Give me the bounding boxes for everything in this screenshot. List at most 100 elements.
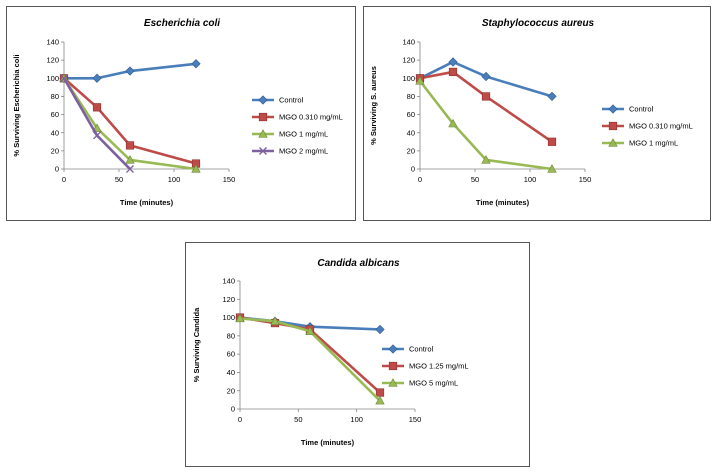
y-tick-label: 80: [227, 331, 235, 340]
data-point-series-3: [481, 155, 491, 164]
data-point-series-3: [375, 395, 385, 405]
y-tick-label: 120: [46, 56, 59, 65]
y-tick-label: 80: [407, 92, 415, 101]
data-point-series-3: [547, 164, 557, 173]
y-tick-label: 100: [402, 74, 415, 83]
legend-label-2: MGO 0.310 mg/mL: [279, 113, 343, 122]
chart-title: Candida albicans: [317, 258, 400, 269]
chart-title: Escherichia coli: [144, 18, 220, 29]
series-line-3: [62, 77, 197, 171]
x-tick-label: 100: [168, 175, 181, 184]
legend-label-2: MGO 0.310 mg/mL: [629, 122, 693, 131]
legend-label-2: MGO 1.25 mg/mL: [409, 362, 469, 371]
y-axis-label: % Surviving S. aureus: [369, 66, 378, 145]
data-point-series-1: [481, 71, 491, 82]
data-point-series-3: [415, 76, 425, 85]
x-tick-label: 150: [409, 415, 422, 424]
chart-panel-candida: Candida albicans 0 20 40 60 80 100 120 140 0 50 100…: [185, 242, 530, 467]
chart-svg-ecoli: Escherichia coli 0 20 40 60 80 100 120 140 0 50 100…: [12, 18, 343, 207]
series-line-3: [239, 317, 381, 402]
y-tick-label: 120: [402, 56, 415, 65]
data-point-series-2: [481, 92, 491, 101]
data-point-series-3: [448, 118, 458, 128]
data-point-series-2: [375, 388, 385, 397]
y-tick-label: 40: [407, 128, 415, 137]
chart-panel-saureus: Staphylococcus aureus 0 20 40 60 80 100 120 140 0…: [363, 6, 711, 221]
y-tick-label: 0: [55, 165, 59, 174]
y-tick-label: 120: [222, 295, 235, 304]
y-tick-label: 0: [411, 165, 415, 174]
data-point-series-1: [92, 73, 102, 83]
chart-svg-candida: Candida albicans 0 20 40 60 80 100 120 140 0 50 100…: [192, 258, 469, 447]
y-tick-label: 20: [407, 146, 415, 155]
data-point-series-1: [125, 66, 135, 76]
data-point-series-3: [125, 155, 135, 164]
series-line-1: [419, 60, 553, 98]
legend-marker-4: [259, 147, 267, 155]
x-tick-label: 50: [294, 415, 302, 424]
data-point-series-3: [235, 313, 245, 323]
data-point-series-3: [270, 316, 280, 325]
data-point-series-2: [125, 141, 135, 150]
x-tick-label: 50: [115, 175, 123, 184]
x-tick-label: 100: [524, 175, 537, 184]
x-tick-label: 50: [471, 175, 479, 184]
chart-title: Staphylococcus aureus: [482, 18, 595, 29]
legend-label-1: Control: [279, 96, 304, 105]
legend-label-4: MGO 2 mg/mL: [279, 147, 328, 156]
legend-label-3: MGO 1 mg/mL: [279, 130, 328, 139]
series-line-1: [64, 62, 197, 80]
legend-marker-1: [608, 104, 618, 114]
legend-label-3: MGO 1 mg/mL: [629, 139, 678, 148]
data-point-series-2: [547, 137, 557, 146]
y-tick-label: 0: [231, 405, 235, 414]
x-tick-label: 150: [223, 175, 236, 184]
y-tick-label: 40: [51, 128, 59, 137]
series-line-2: [419, 70, 553, 143]
x-tick-label: 0: [418, 175, 422, 184]
x-tick-label: 0: [62, 175, 66, 184]
data-point-series-1: [547, 91, 557, 102]
legend-label-1: Control: [629, 105, 654, 114]
y-tick-label: 40: [227, 368, 235, 377]
y-tick-label: 140: [222, 277, 235, 286]
data-point-series-3: [191, 164, 201, 173]
y-tick-label: 60: [51, 110, 59, 119]
y-tick-label: 60: [227, 350, 235, 359]
data-point-series-1: [191, 59, 201, 69]
data-point-series-1: [375, 324, 385, 335]
y-tick-label: 100: [46, 74, 59, 83]
y-tick-label: 100: [222, 313, 235, 322]
x-tick-label: 0: [238, 415, 242, 424]
legend-marker-2: [608, 121, 618, 131]
data-point-series-4: [126, 165, 134, 173]
data-point-series-3: [305, 326, 315, 335]
x-axis-label: Time (minutes): [120, 198, 174, 207]
series-line-2: [63, 77, 197, 165]
x-tick-label: 150: [579, 175, 592, 184]
data-point-series-2: [92, 103, 102, 112]
y-axis-label: % Surviving Candida: [192, 307, 201, 382]
x-axis-label: Time (minutes): [476, 198, 530, 207]
y-tick-label: 60: [407, 110, 415, 119]
legend-marker-1: [388, 344, 398, 354]
legend-label-3: MGO 5 mg/mL: [409, 379, 458, 388]
series-line-3: [418, 80, 553, 171]
y-tick-label: 80: [51, 92, 59, 101]
legend-marker-3: [388, 378, 398, 387]
data-point-series-2: [448, 67, 458, 77]
chart-svg-saureus: Staphylococcus aureus 0 20 40 60 80 100 120 140 0…: [369, 18, 693, 207]
legend-label-1: Control: [409, 345, 434, 354]
data-point-series-4: [60, 74, 68, 83]
data-point-series-4: [93, 131, 101, 140]
y-tick-label: 20: [227, 386, 235, 395]
legend-marker-2: [258, 112, 268, 122]
x-tick-label: 100: [350, 415, 363, 424]
legend-marker-3: [258, 129, 268, 138]
legend-marker-3: [608, 138, 618, 147]
data-point-series-1: [448, 57, 458, 67]
x-axis-label: Time (minutes): [301, 438, 355, 447]
legend-marker-2: [388, 361, 398, 371]
legend-marker-1: [258, 95, 268, 105]
y-tick-label: 20: [51, 146, 59, 155]
